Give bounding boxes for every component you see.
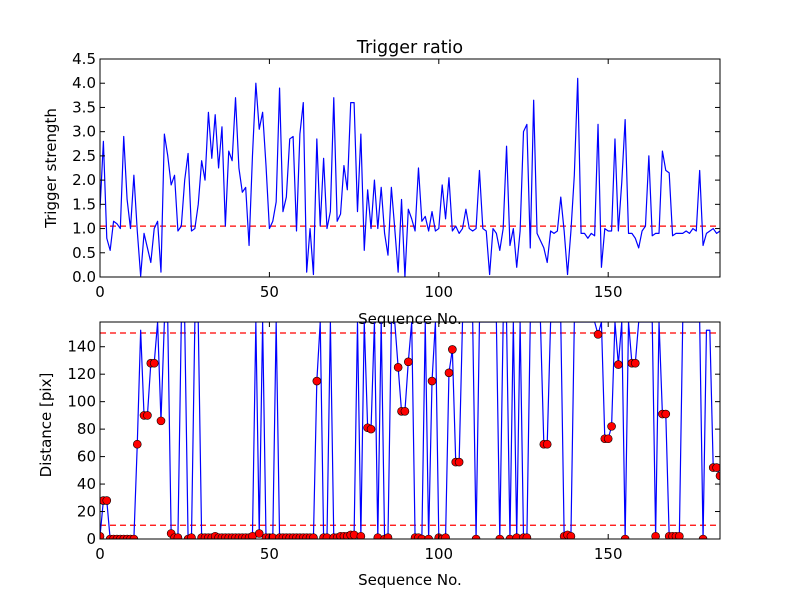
- data-point: [383, 533, 393, 539]
- axes-frame: [99, 321, 721, 540]
- data-point: [698, 534, 708, 539]
- data-point: [424, 534, 433, 539]
- data-point: [441, 533, 450, 539]
- plot-area: [100, 322, 720, 539]
- y-tick-label: 1.5: [72, 195, 96, 213]
- x-tick-label: 50: [260, 283, 279, 301]
- data-point: [143, 411, 152, 420]
- data-point: [715, 471, 720, 481]
- x-tick-label: 50: [260, 545, 279, 563]
- data-point: [417, 534, 427, 539]
- data-point: [309, 533, 318, 539]
- y-tick-label: 0: [86, 530, 96, 548]
- data-point: [454, 457, 464, 467]
- data-point: [607, 422, 616, 431]
- data-point: [366, 424, 376, 434]
- data-point: [156, 416, 166, 426]
- y-tick-label: 80: [77, 420, 96, 438]
- y-tick-label: 140: [67, 338, 96, 356]
- y-tick-label: 60: [77, 448, 96, 466]
- x-tick-label: 0: [95, 545, 105, 563]
- y-tick-label: 2.5: [72, 147, 96, 165]
- data-point: [149, 358, 159, 368]
- data-point: [173, 533, 183, 539]
- data-point: [614, 360, 623, 369]
- data-point: [448, 345, 457, 354]
- plot-area: [100, 77, 720, 277]
- x-tick-label: 150: [594, 283, 623, 301]
- y-tick-label: 0.0: [72, 268, 96, 286]
- data-point: [522, 533, 532, 539]
- data-point: [187, 533, 196, 539]
- data-point: [102, 496, 112, 505]
- data-point: [651, 531, 660, 539]
- data-point: [400, 406, 410, 416]
- data-point: [495, 534, 505, 539]
- y-axis-label: Trigger strength: [42, 108, 60, 229]
- data-point: [675, 531, 684, 539]
- y-tick-label: 3.0: [72, 123, 96, 141]
- data-point: [254, 529, 264, 538]
- data-point: [542, 439, 552, 449]
- data-point: [661, 409, 671, 419]
- data-point: [603, 434, 613, 444]
- data-point: [129, 534, 139, 539]
- y-tick-label: 20: [77, 503, 96, 521]
- axes-frame: [99, 58, 721, 278]
- data-point: [100, 531, 105, 539]
- distance-plot: Distance [pix] Sequence No. 0 50 100 150 0 20…: [37, 321, 721, 589]
- x-axis-label: Sequence No.: [358, 571, 462, 589]
- x-tick-label: 0: [95, 283, 105, 301]
- data-point: [593, 330, 603, 339]
- y-tick-label: 40: [77, 475, 96, 493]
- data-point: [471, 534, 481, 539]
- trigger-ratio-plot: Trigger ratio Trigger strength Sequence …: [42, 38, 721, 328]
- data-point: [712, 463, 720, 472]
- y-tick-label: 1.0: [72, 220, 96, 238]
- y-tick-label: 3.5: [72, 98, 96, 116]
- data-point: [620, 534, 630, 539]
- y-axis-label: Distance [pix]: [37, 373, 55, 478]
- y-tick-label: 4.5: [72, 50, 96, 68]
- chart-title: Trigger ratio: [356, 38, 463, 58]
- data-point: [427, 376, 437, 386]
- x-tick-label: 150: [594, 545, 623, 563]
- x-axis-label: Sequence No.: [358, 310, 462, 328]
- data-point: [356, 531, 366, 539]
- data-point: [393, 363, 403, 372]
- y-tick-label: 2.0: [72, 171, 96, 189]
- y-tick-label: 100: [67, 393, 96, 411]
- x-tick-label: 100: [424, 283, 453, 301]
- data-point: [404, 357, 413, 367]
- data-point: [505, 534, 515, 539]
- series-line: [100, 77, 720, 277]
- data-point: [444, 368, 454, 378]
- y-tick-label: 0.5: [72, 244, 96, 262]
- data-point: [312, 376, 322, 386]
- data-point: [631, 358, 640, 368]
- y-tick-label: 4.0: [72, 74, 96, 92]
- data-point: [132, 439, 142, 449]
- x-tick-label: 100: [424, 545, 453, 563]
- y-tick-label: 120: [67, 365, 96, 383]
- data-point: [566, 531, 576, 539]
